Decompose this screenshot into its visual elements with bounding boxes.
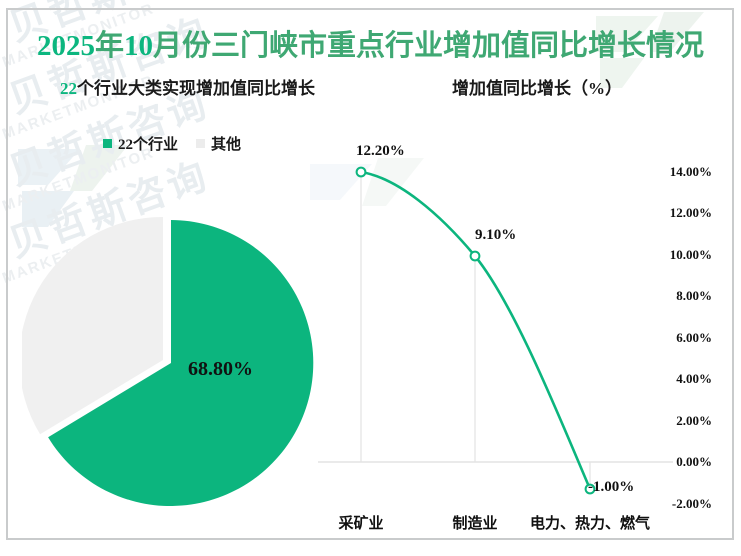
y-axis-tick-6: 6.00% xyxy=(676,330,712,345)
data-label-manufacturing: 9.10% xyxy=(475,227,517,243)
pie-subtitle-text: 个行业大类实现增加值同比增长 xyxy=(77,79,315,98)
legend-label-industries: 22个行业 xyxy=(118,137,179,153)
data-label-power: -1.00% xyxy=(588,479,635,495)
pie-legend: 22个行业 其他 xyxy=(103,133,241,154)
x-axis-tick-manufacturing: 制造业 xyxy=(452,516,498,532)
pie-chart-subtitle: 22个行业大类实现增加值同比增长 xyxy=(60,74,315,99)
legend-item-industries[interactable]: 22个行业 xyxy=(103,133,178,154)
data-point-marker-2[interactable] xyxy=(469,250,481,262)
title-year: 2025 xyxy=(36,30,95,62)
title-rest: 月份三门峡市重点行业增加值同比增长情况 xyxy=(153,30,705,62)
data-point-marker-3[interactable] xyxy=(584,483,596,495)
y-axis-tick-0: 0.00% xyxy=(676,454,712,469)
y-axis-tick-10: 10.00% xyxy=(669,247,712,262)
y-axis-tick-8: 8.00% xyxy=(676,288,712,303)
pie-chart[interactable] xyxy=(22,216,314,508)
data-label-mining: 12.20% xyxy=(356,143,405,159)
legend-label-other: 其他 xyxy=(211,137,242,153)
line-chart-svg xyxy=(318,166,673,495)
page-title: 2025年10月份三门峡市重点行业增加值同比增长情况 xyxy=(0,22,741,64)
line-chart-subtitle: 增加值同比增长（%） xyxy=(452,79,622,98)
legend-swatch-gray xyxy=(196,139,206,148)
legend-swatch-green xyxy=(103,139,112,148)
y-axis-tick-4: 4.00% xyxy=(676,371,712,386)
title-year-unit: 年 xyxy=(94,30,124,62)
data-line-series-1 xyxy=(359,170,592,491)
pie-slice-industries[interactable] xyxy=(48,220,314,506)
legend-item-other[interactable]: 其他 xyxy=(196,133,241,154)
y-axis-tick-12: 12.00% xyxy=(669,205,712,220)
y-axis-tick-14: 14.00% xyxy=(669,164,712,179)
x-axis-tick-power: 电力、热力、燃气 xyxy=(529,516,651,532)
x-axis-tick-mining: 采矿业 xyxy=(338,516,384,532)
pie-slice-other[interactable] xyxy=(22,216,163,435)
line-chart[interactable]: 12.20% 9.10% -1.00% 14.00% 12.00% 10.00%… xyxy=(318,108,718,532)
y-axis-tick-neg2: -2.00% xyxy=(671,496,712,511)
chart-frame xyxy=(6,8,734,540)
pie-slice-value-label: 68.80% xyxy=(188,358,253,380)
pie-chart-svg xyxy=(22,216,314,506)
title-month: 10 xyxy=(124,30,153,62)
data-point-marker-1[interactable] xyxy=(355,166,367,178)
y-axis-tick-2: 2.00% xyxy=(676,413,712,428)
pie-subtitle-count: 22 xyxy=(60,79,77,98)
